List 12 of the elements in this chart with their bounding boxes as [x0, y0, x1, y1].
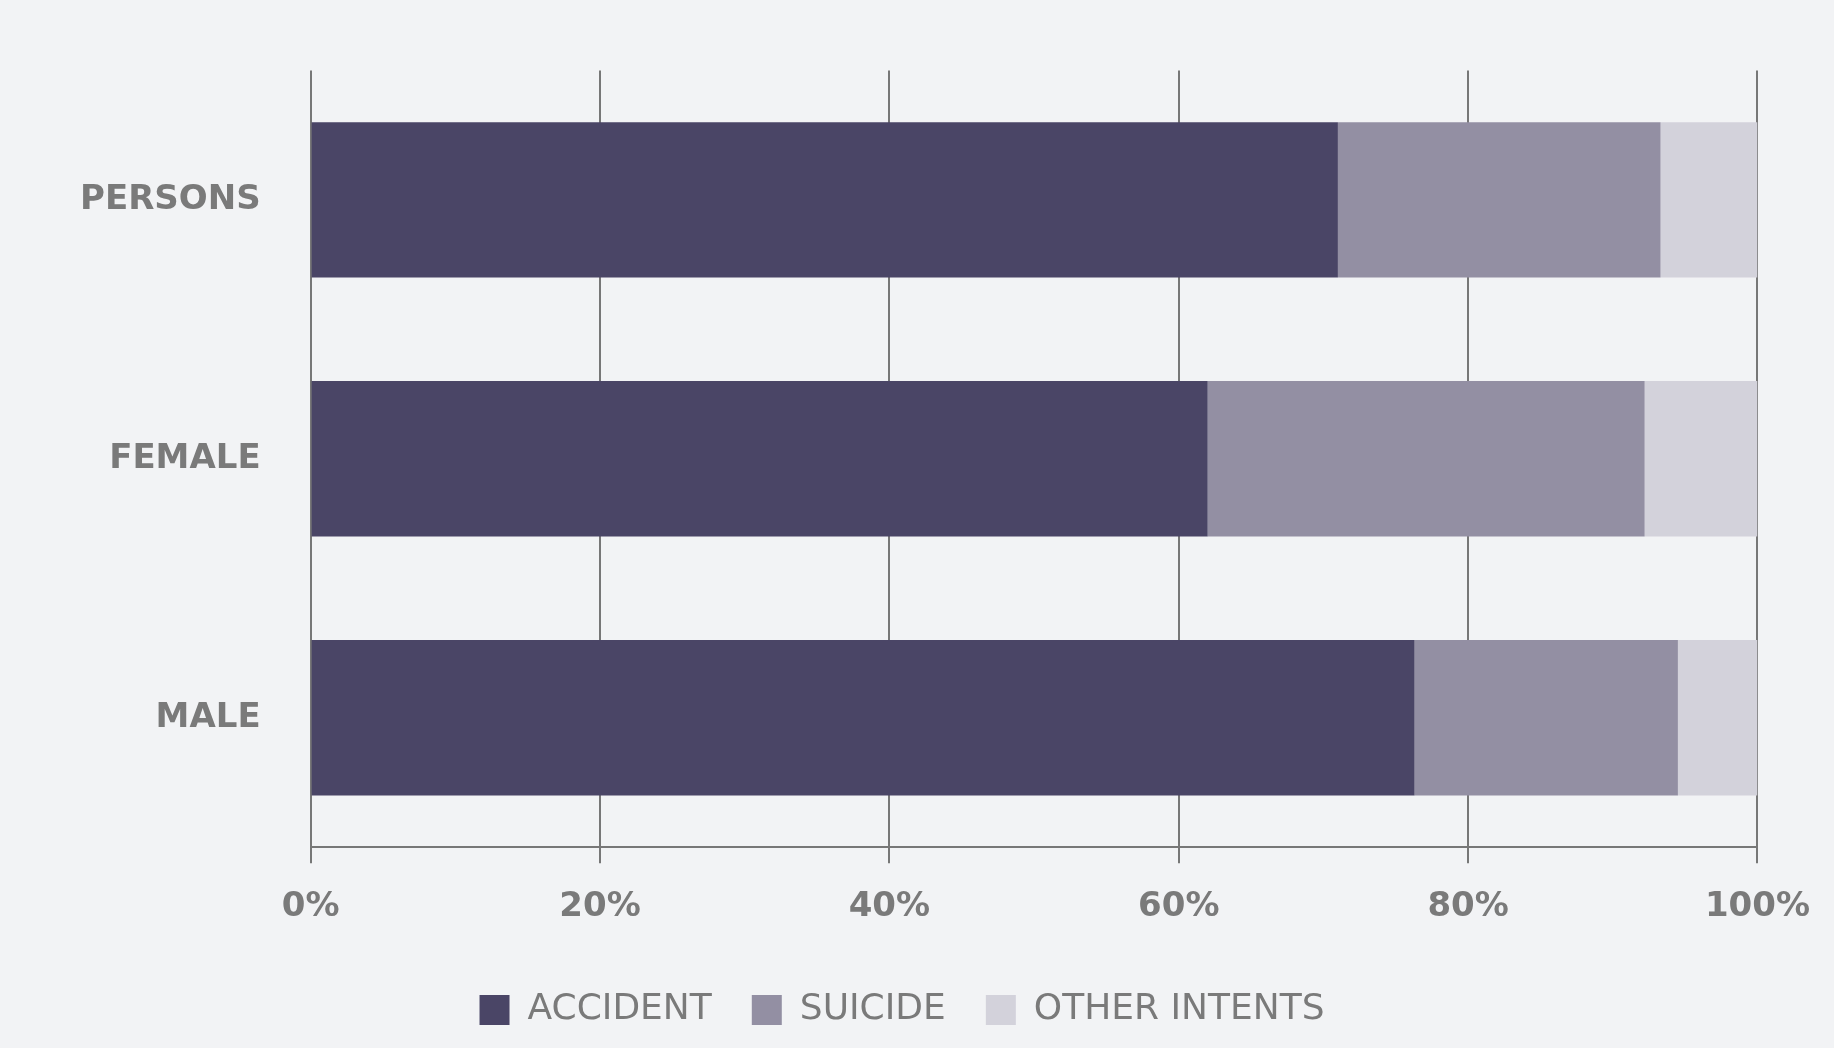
x-tick-label: 60%: [1138, 884, 1220, 925]
x-tick-label: 20%: [559, 884, 641, 925]
y-tick-label: MALE: [155, 694, 261, 735]
y-tick-label: FEMALE: [109, 435, 261, 476]
x-tick-label: 100%: [1704, 884, 1810, 925]
legend-label: OTHER INTENTS: [1033, 986, 1325, 1028]
x-tick-label: 0%: [281, 884, 340, 925]
legend-label: SUICIDE: [799, 986, 946, 1028]
legend-label: ACCIDENT: [527, 986, 713, 1028]
x-tick-label: 80%: [1427, 884, 1509, 925]
x-tick-label: 40%: [848, 884, 931, 925]
y-tick-label: PERSONS: [79, 176, 261, 217]
